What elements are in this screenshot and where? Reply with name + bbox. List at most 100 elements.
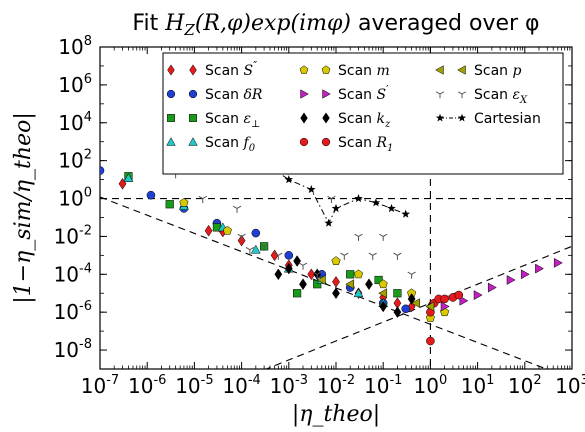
x-tick-label: 10-2 [317,373,355,398]
legend-item: Scan R1 [299,135,393,154]
legend-marker [167,64,175,76]
data-point [316,275,326,285]
legend-item: Scan δR [166,87,263,103]
data-point [353,269,364,279]
x-tick-label: 103 [555,373,585,398]
data-point [393,252,402,260]
legend-marker [166,89,176,99]
legend-item: Cartesian [435,111,541,127]
legend-marker [435,65,444,75]
legend-item: Scan m [299,63,390,79]
data-point [100,166,105,175]
data-point [411,298,421,309]
data-point [146,190,156,200]
data-point [371,198,381,207]
data-point [473,290,483,300]
y-tick-label: 100 [58,186,92,211]
data-point [259,243,269,251]
legend-label: Scan S″ [205,59,257,79]
legend-marker [321,65,331,74]
x-tick-label: 10-4 [222,373,260,398]
data-point [245,246,255,255]
data-point [425,301,435,312]
data-point [232,205,242,213]
data-point [284,262,293,275]
data-point [340,252,349,260]
data-point [284,175,294,184]
legend-label: Scan kz [338,111,391,130]
legend-label: Scan p [474,63,522,79]
legend-label: Scan S′ [338,83,389,103]
data-point [313,271,322,279]
y-tick-label: 102 [58,148,92,173]
data-point [553,257,563,268]
data-point [407,271,416,279]
data-point [506,275,516,285]
data-point [307,184,316,194]
data-point [324,218,333,227]
data-point [401,209,410,218]
data-point [401,304,411,314]
data-point [368,252,377,260]
data-point [387,203,396,213]
legend-marker [189,64,197,76]
data-point [353,288,364,298]
chart-title-text: Fit HZ(R,φ)exp(imφ) averaged over φ [132,11,539,39]
legend-item: Scan kz [300,111,391,130]
legend-label: Scan m [338,63,390,79]
legend-marker [436,91,444,99]
data-point [299,278,307,291]
legend-label: Scan R1 [338,135,393,154]
y-tick-label: 10-8 [54,337,92,362]
data-point [165,200,174,209]
data-point [345,279,355,290]
y-tick-label: 106 [58,72,92,97]
x-tick-label: 10-7 [81,373,119,398]
data-point [313,280,322,289]
data-point [293,255,302,267]
legend-marker [457,113,467,122]
legend-marker [299,65,309,74]
data-point [123,173,134,182]
data-point [440,294,449,304]
data-point [365,278,373,291]
legend-item: Scan ε⊥ [167,111,260,130]
legend-item: Scan S″ [167,59,257,79]
legend-label: Cartesian [474,111,541,127]
data-point [284,251,294,260]
y-tick-label: 10-2 [54,223,92,248]
data-point [379,233,388,241]
data-point [327,195,336,204]
x-tick-label: 101 [461,373,495,398]
data-series [100,156,563,346]
legend-label: Scan f0 [205,135,256,154]
x-axis-label: |η_theo| [292,402,380,427]
legend-marker [299,137,309,147]
x-axis-label-text: |η_theo| [292,402,380,427]
x-tick-label: 10-6 [128,373,166,398]
axes: 10-7 10-6 10-5 10-4 10-3 10-2 10-1 100 101 102 103… [54,34,585,398]
x-tick-label: 10-1 [364,373,402,398]
y-tick-label: 104 [58,110,92,135]
legend-marker [435,113,445,122]
x-tick-label: 10-3 [270,373,308,398]
data-point [379,300,388,313]
legend-marker [188,89,198,99]
legend-marker [300,89,309,99]
data-point [198,195,207,204]
data-point [346,270,355,279]
data-point [118,177,127,190]
series-4 [179,197,450,322]
data-point [354,194,363,203]
legend-box [162,52,564,175]
legend-marker [322,112,330,124]
legend-marker [189,114,197,122]
data-point [251,228,261,238]
series-9 [171,171,416,279]
legend-marker [321,137,331,147]
y-axis-label-text: |1−η_sim/η_theo| [11,112,36,304]
series-1 [100,166,411,314]
data-point [332,275,340,288]
data-point [535,263,545,274]
